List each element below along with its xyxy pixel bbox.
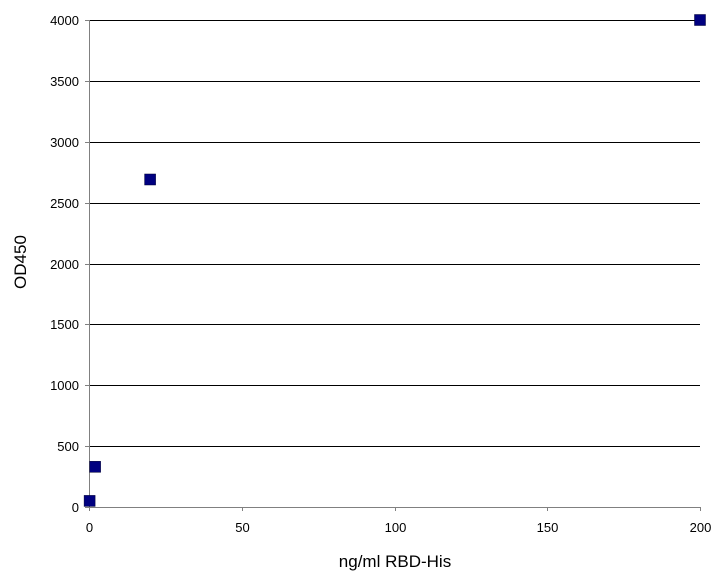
axes — [85, 20, 700, 511]
y-tick-label: 2000 — [50, 257, 79, 272]
y-tick-label: 2500 — [50, 196, 79, 211]
data-point — [83, 495, 96, 507]
x-axis-ticks: 0 50 100 150 200 — [86, 507, 711, 535]
data-point — [144, 173, 156, 186]
y-tick-label: 4000 — [50, 13, 79, 28]
x-tick-label: 200 — [690, 520, 712, 535]
y-tick-label: 0 — [72, 500, 79, 515]
y-tick-label: 1000 — [50, 378, 79, 393]
x-tick-label: 100 — [385, 520, 407, 535]
x-tick-label: 50 — [235, 520, 249, 535]
y-tick-label: 500 — [57, 439, 79, 454]
y-tick-label: 3500 — [50, 74, 79, 89]
data-point — [89, 461, 101, 473]
y-tick-label: 1500 — [50, 317, 79, 332]
data-points — [83, 14, 706, 507]
x-axis-title: ng/ml RBD-His — [339, 552, 451, 571]
x-tick-label: 0 — [86, 520, 93, 535]
gridlines — [89, 20, 700, 447]
x-tick-label: 150 — [537, 520, 559, 535]
y-axis-ticks: 0 500 1000 1500 2000 2500 3000 3500 4000 — [50, 13, 89, 515]
y-axis-title: OD450 — [11, 235, 30, 289]
y-tick-label: 3000 — [50, 135, 79, 150]
data-point — [694, 14, 706, 26]
